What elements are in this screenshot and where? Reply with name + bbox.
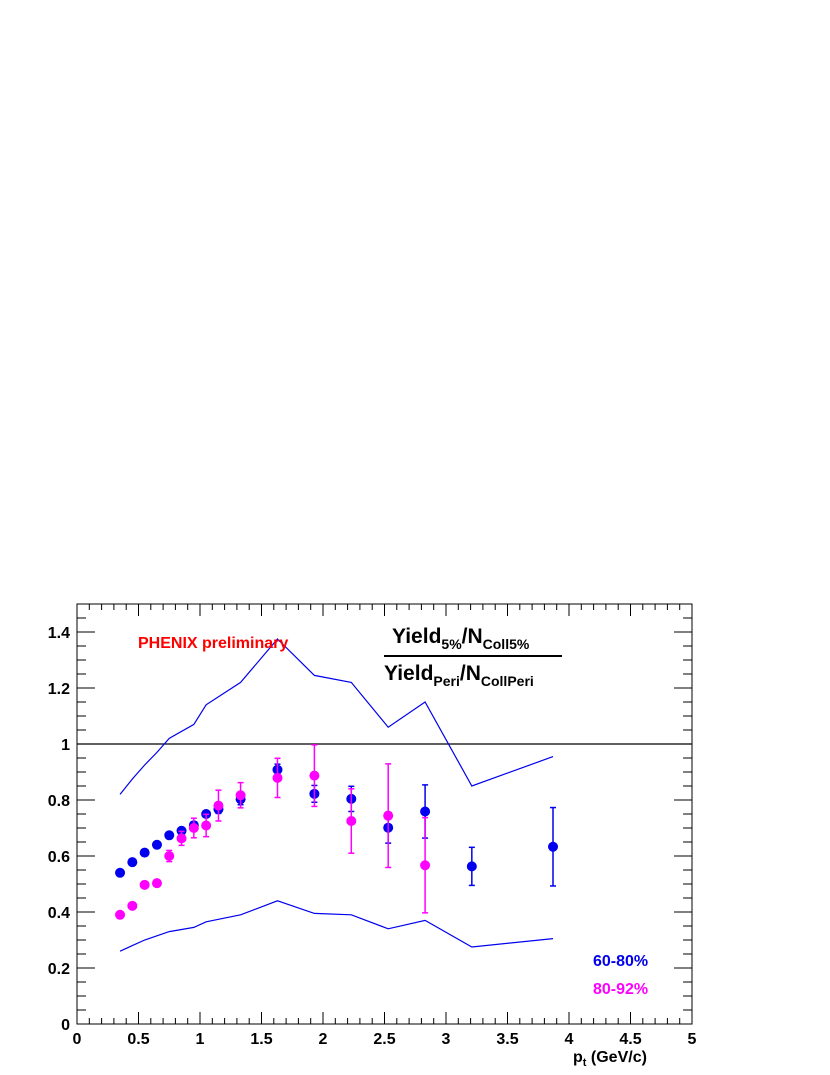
data-point-80-92 (139, 879, 150, 890)
data-point-60-80 (127, 857, 138, 868)
axis-ticks: 0 0.5 1 1.5 2 2.5 3 3.5 4 4.5 5 0 0.2 0.4 0.6 0.8 1 1.2 1.… (48, 603, 697, 1048)
data-point-80-92 (346, 816, 357, 826)
legend-entry-60-80: 60-80% (593, 953, 648, 970)
upper-band-line (119, 638, 554, 795)
y-tick-label: 0 (61, 1017, 70, 1034)
y-tick-label: 1 (61, 737, 70, 754)
data-point-80-92 (127, 900, 138, 911)
data-points (115, 744, 559, 920)
x-tick-label: 0.5 (127, 1031, 149, 1048)
y-tick-label: 0.8 (48, 793, 70, 810)
data-point-80-92 (383, 810, 394, 821)
chart-title: PHENIX preliminary (138, 635, 288, 652)
plot-frame (76, 603, 693, 1025)
x-tick-label: 2 (319, 1031, 328, 1048)
x-tick-label: 4 (565, 1031, 574, 1048)
x-tick-label: 3 (442, 1031, 451, 1048)
data-point-80-92 (176, 833, 187, 844)
y-tick-label: 1.4 (48, 625, 70, 642)
data-point-80-92 (188, 823, 199, 833)
x-axis-label: pt (GeV/c) (573, 1049, 647, 1069)
x-tick-label: 2.5 (373, 1031, 395, 1048)
data-point-80-92 (272, 772, 283, 783)
data-point-60-80 (548, 841, 559, 852)
data-point-80-92 (420, 860, 431, 871)
data-point-80-92 (309, 770, 320, 781)
data-point-60-80 (139, 847, 150, 858)
lower-band-line (119, 900, 554, 952)
x-tick-label: 3.5 (496, 1031, 518, 1048)
data-point-80-92 (115, 909, 126, 920)
systematic-bands (119, 638, 554, 952)
data-point-80-92 (235, 790, 246, 801)
x-tick-label: 1 (196, 1031, 205, 1048)
y-tick-label: 0.6 (48, 849, 70, 866)
data-point-60-80 (164, 830, 175, 841)
y-tick-label: 0.2 (48, 961, 70, 978)
data-point-60-80 (466, 861, 477, 872)
data-point-80-92 (213, 800, 224, 811)
x-tick-label: 0 (73, 1031, 82, 1048)
ratio-numerator: Yield5%/NColl5% (392, 625, 530, 652)
data-point-80-92 (164, 851, 175, 861)
data-point-80-92 (201, 820, 212, 831)
data-point-80-92 (151, 878, 162, 889)
data-point-60-80 (151, 839, 162, 850)
data-point-60-80 (420, 806, 431, 817)
y-tick-label: 0.4 (48, 905, 70, 922)
legend-entry-80-92: 80-92% (593, 981, 648, 998)
y-tick-label: 1.2 (48, 681, 70, 698)
x-tick-label: 4.5 (619, 1031, 641, 1048)
data-point-60-80 (115, 867, 126, 878)
x-tick-label: 1.5 (250, 1031, 272, 1048)
x-tick-label: 5 (688, 1031, 697, 1048)
ratio-label: Yield5%/NColl5% YieldPeri/NCollPeri (384, 625, 562, 689)
ratio-denominator: YieldPeri/NCollPeri (384, 662, 534, 689)
